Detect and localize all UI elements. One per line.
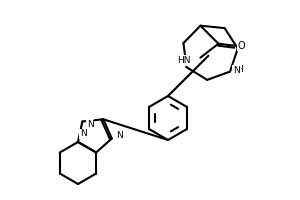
Text: HN: HN xyxy=(177,56,190,65)
Text: N: N xyxy=(233,66,240,75)
Text: N: N xyxy=(80,130,87,138)
Text: H: H xyxy=(236,65,242,74)
Text: O: O xyxy=(238,41,245,51)
Text: N: N xyxy=(116,131,123,140)
Text: N: N xyxy=(87,120,94,129)
